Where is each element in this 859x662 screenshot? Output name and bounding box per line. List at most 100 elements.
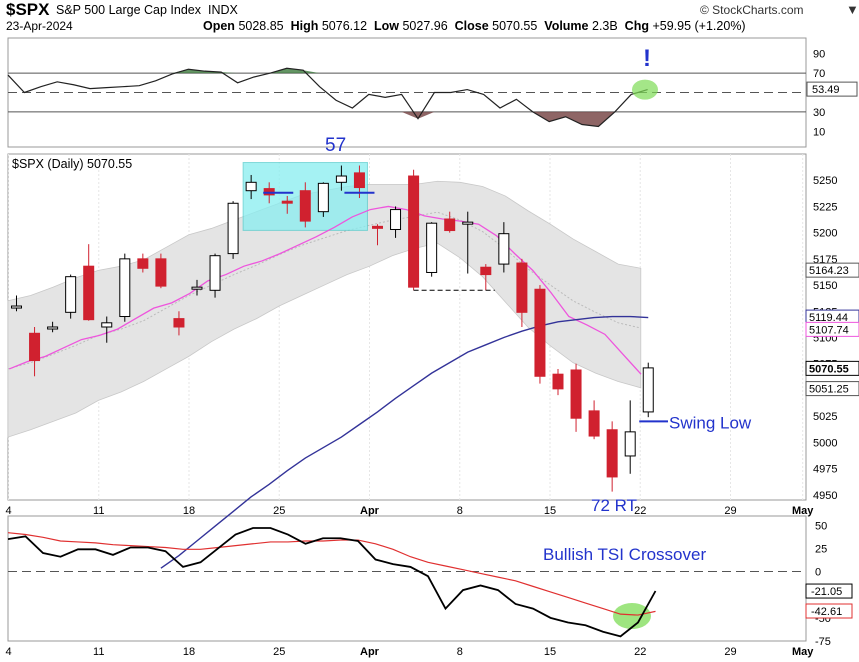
rsi-overbought-fill xyxy=(8,68,648,74)
tsi-value-label: -21.05 xyxy=(811,586,842,598)
candle-body xyxy=(281,200,293,204)
price-value-label: 5164.23 xyxy=(809,265,849,277)
candle-body xyxy=(47,326,59,330)
tsi-x-label: 29 xyxy=(724,646,736,658)
candle-body xyxy=(372,225,383,229)
price-x-label: 4 xyxy=(5,505,11,517)
price-value-label: 5107.74 xyxy=(809,324,849,336)
candle xyxy=(137,253,149,273)
candle xyxy=(155,253,167,289)
price-tick-label: 5025 xyxy=(813,411,837,423)
price-panel: 5250522552005175515051255100507550505025… xyxy=(5,135,859,569)
candle-body xyxy=(101,322,113,328)
candle-body xyxy=(462,221,474,225)
tsi-x-label: 22 xyxy=(634,646,646,658)
rsi-value-tag xyxy=(806,81,858,97)
tsi-x-label: 4 xyxy=(5,646,11,658)
candle xyxy=(462,211,474,274)
ma-long-line xyxy=(160,315,649,569)
candle xyxy=(173,311,185,336)
candle-body xyxy=(83,265,95,321)
annotation-57: 57 xyxy=(325,135,346,156)
price-x-label: 29 xyxy=(724,505,736,517)
low-value: 5027.96 xyxy=(402,19,448,33)
tsi-x-label: 15 xyxy=(544,646,556,658)
rsi-exclamation: ! xyxy=(643,45,651,72)
price-x-label: 22 xyxy=(634,505,646,517)
candle xyxy=(606,421,618,492)
candle-body xyxy=(119,258,131,318)
candle-body xyxy=(390,209,402,230)
candle xyxy=(119,253,131,322)
candle xyxy=(534,285,546,384)
candle-body xyxy=(245,181,257,192)
candle xyxy=(588,400,600,440)
tsi-value-tag xyxy=(805,583,853,599)
exchange-label: INDX xyxy=(207,3,238,17)
candle xyxy=(101,316,113,343)
candle xyxy=(426,222,438,277)
price-tick-label: 5200 xyxy=(813,228,837,240)
candle xyxy=(552,368,564,396)
candle-body xyxy=(534,288,546,377)
candle xyxy=(570,363,582,432)
candle xyxy=(624,400,636,474)
tsi-tick-label: 25 xyxy=(815,543,827,555)
price-value-tag xyxy=(805,381,859,397)
candle xyxy=(498,222,510,273)
candle xyxy=(335,165,347,191)
candle-body xyxy=(353,172,365,189)
candle-body xyxy=(227,202,239,255)
volume-value: 2.3B xyxy=(592,19,618,33)
menu-caret-icon[interactable]: ▼ xyxy=(846,2,859,17)
candle xyxy=(65,274,77,319)
candle-body xyxy=(29,332,41,362)
price-tick-label: 5225 xyxy=(813,201,837,213)
candle xyxy=(83,244,95,321)
price-value-tag xyxy=(805,321,859,337)
candle-body xyxy=(137,258,149,269)
candle xyxy=(372,224,383,246)
high-label: High xyxy=(290,19,319,33)
candle xyxy=(480,264,492,291)
symbol-label: $SPX xyxy=(6,0,50,19)
ohlc-summary: Open 5028.85 High 5076.12 Low 5027.96 Cl… xyxy=(203,19,746,33)
candle xyxy=(227,201,239,259)
rsi-line xyxy=(7,67,648,128)
candle xyxy=(516,258,528,327)
annotation-tsi-crossover: Bullish TSI Crossover xyxy=(543,545,706,564)
price-x-label: May xyxy=(792,505,814,517)
price-value-label: 5051.25 xyxy=(809,384,849,396)
candle-body xyxy=(498,233,510,265)
bollinger-band xyxy=(7,180,642,438)
tsi-tick-label: 50 xyxy=(815,520,827,532)
candle-body xyxy=(155,258,167,287)
candle-body xyxy=(408,175,420,288)
candle-body xyxy=(426,222,438,273)
annotation-swing-low: Swing Low xyxy=(669,413,752,432)
rsi-value-label: 53.49 xyxy=(812,84,840,96)
rsi-highlight-circle xyxy=(632,79,658,100)
candle-body xyxy=(173,318,185,328)
tsi-value-tag xyxy=(805,603,853,619)
price-value-label: 5119.44 xyxy=(809,312,848,324)
tsi-x-label: 11 xyxy=(93,646,104,658)
price-x-label: 8 xyxy=(457,505,463,517)
candle-body xyxy=(480,266,492,276)
price-title: $SPX (Daily) 5070.55 xyxy=(12,157,132,171)
price-value-label: 5070.55 xyxy=(809,363,849,375)
candle xyxy=(29,327,41,377)
candle-body xyxy=(570,369,582,419)
stockcharts-logo[interactable]: © StockCharts.com xyxy=(700,3,804,17)
rsi-panel: 9070503010!53.49 xyxy=(7,45,858,138)
price-tick-label: 5000 xyxy=(813,437,837,449)
high-value: 5076.12 xyxy=(321,19,368,33)
tsi-line xyxy=(7,527,657,638)
candle-body xyxy=(444,218,456,232)
low-label: Low xyxy=(373,19,399,33)
candle xyxy=(642,362,654,418)
price-x-label: 18 xyxy=(183,505,195,517)
tsi-signal-line xyxy=(7,532,656,616)
tsi-tick-label: -75 xyxy=(815,636,831,648)
